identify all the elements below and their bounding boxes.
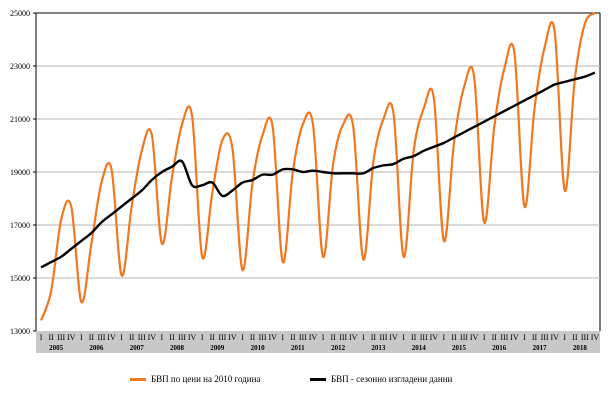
x-tick-label-quarter: IV xyxy=(67,333,76,342)
x-tick-label-quarter: I xyxy=(281,333,284,342)
x-tick-label-quarter: I xyxy=(402,333,405,342)
legend-swatch-black xyxy=(310,377,326,381)
x-tick-label-quarter: IV xyxy=(349,333,358,342)
y-tick-label: 15000 xyxy=(10,274,30,283)
x-tick-label-year: 2012 xyxy=(331,344,346,352)
x-tick-label-quarter: II xyxy=(572,333,578,342)
legend-item-gdp-seasonally-adjusted: БВП - сезонно изгладени данни xyxy=(310,374,452,384)
x-tick-label-quarter: IV xyxy=(107,333,116,342)
x-tick-label-quarter: IV xyxy=(550,333,559,342)
x-tick-label-year: 2013 xyxy=(371,344,386,352)
y-tick-label: 23000 xyxy=(10,62,30,71)
y-tick-label: 25000 xyxy=(10,9,30,18)
x-tick-label-quarter: II xyxy=(129,333,135,342)
x-tick-label-year: 2008 xyxy=(170,344,185,352)
x-tick-label-quarter: IV xyxy=(228,333,237,342)
x-tick-label-year: 2006 xyxy=(89,344,104,352)
x-tick-label-quarter: IV xyxy=(430,333,439,342)
x-tick-label-quarter: III xyxy=(541,333,549,342)
x-tick-label-year: 2015 xyxy=(452,344,467,352)
series-line-gdp-seasonally-adjusted xyxy=(40,71,596,269)
legend-swatch-orange xyxy=(130,377,146,381)
x-tick-label-quarter: IV xyxy=(309,333,318,342)
x-tick-label-quarter: I xyxy=(563,333,566,342)
legend-item-gdp-2010-prices: БВП по цени на 2010 година xyxy=(130,374,260,384)
x-tick-label-quarter: I xyxy=(483,333,486,342)
x-tick-label-year: 2005 xyxy=(49,344,64,352)
x-tick-label-quarter: II xyxy=(250,333,256,342)
x-tick-label-year: 2011 xyxy=(291,344,305,352)
x-tick-label-quarter: II xyxy=(48,333,54,342)
x-tick-label-quarter: III xyxy=(299,333,307,342)
x-tick-label-quarter: II xyxy=(492,333,498,342)
x-tick-label-quarter: II xyxy=(411,333,417,342)
x-tick-label-quarter: IV xyxy=(389,333,398,342)
legend-label: БВП по цени на 2010 година xyxy=(151,374,261,384)
x-tick-label-quarter: II xyxy=(290,333,296,342)
x-axis-band xyxy=(36,331,600,353)
series-line-gdp-2010-prices xyxy=(39,12,596,321)
x-tick-label-quarter: III xyxy=(460,333,468,342)
x-tick-label-quarter: III xyxy=(339,333,347,342)
x-tick-label-quarter: III xyxy=(97,333,105,342)
x-tick-label-quarter: I xyxy=(443,333,446,342)
x-tick-label-quarter: III xyxy=(178,333,186,342)
x-tick-label-quarter: II xyxy=(169,333,175,342)
x-tick-label-quarter: II xyxy=(451,333,457,342)
x-tick-label-quarter: III xyxy=(259,333,267,342)
x-tick-label-quarter: III xyxy=(138,333,146,342)
x-tick-label-quarter: I xyxy=(201,333,204,342)
x-tick-label-quarter: I xyxy=(322,333,325,342)
x-tick-label-quarter: IV xyxy=(470,333,479,342)
x-tick-label-quarter: III xyxy=(581,333,589,342)
x-tick-label-quarter: IV xyxy=(591,333,600,342)
x-tick-label-quarter: I xyxy=(241,333,244,342)
x-tick-label-year: 2007 xyxy=(130,344,145,352)
x-tick-label-quarter: III xyxy=(218,333,226,342)
x-tick-label-quarter: II xyxy=(371,333,377,342)
x-tick-label-quarter: I xyxy=(80,333,83,342)
x-tick-label-quarter: I xyxy=(161,333,164,342)
x-tick-label-quarter: I xyxy=(40,333,43,342)
y-tick-label: 21000 xyxy=(10,115,30,124)
x-tick-label-quarter: II xyxy=(532,333,538,342)
x-tick-label-quarter: IV xyxy=(268,333,277,342)
x-tick-label-quarter: III xyxy=(379,333,387,342)
x-tick-label-year: 2009 xyxy=(210,344,225,352)
y-tick-label: 17000 xyxy=(10,221,30,230)
x-tick-label-year: 2014 xyxy=(412,344,427,352)
x-tick-label-quarter: I xyxy=(362,333,365,342)
y-tick-label: 13000 xyxy=(10,327,30,336)
x-tick-label-quarter: I xyxy=(523,333,526,342)
x-tick-label-quarter: III xyxy=(420,333,428,342)
x-tick-label-quarter: II xyxy=(89,333,95,342)
x-tick-label-quarter: IV xyxy=(188,333,197,342)
y-tick-label: 19000 xyxy=(10,168,30,177)
x-tick-label-quarter: II xyxy=(210,333,216,342)
x-tick-label-quarter: I xyxy=(120,333,123,342)
x-tick-label-quarter: IV xyxy=(510,333,519,342)
x-tick-label-year: 2010 xyxy=(251,344,266,352)
x-tick-label-quarter: IV xyxy=(148,333,157,342)
x-tick-label-year: 2016 xyxy=(492,344,507,352)
x-tick-label-year: 2017 xyxy=(533,344,548,352)
x-tick-label-year: 2018 xyxy=(573,344,588,352)
x-tick-label-quarter: II xyxy=(330,333,336,342)
x-tick-label-quarter: III xyxy=(57,333,65,342)
x-tick-label-quarter: III xyxy=(500,333,508,342)
legend-label: БВП - сезонно изгладени данни xyxy=(331,374,453,384)
